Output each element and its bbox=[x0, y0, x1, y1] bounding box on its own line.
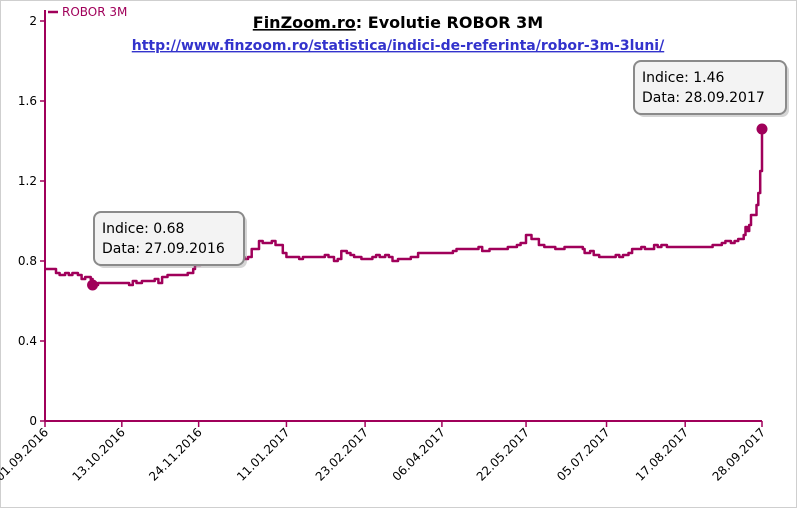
legend: ROBOR 3M bbox=[48, 5, 127, 19]
x-tick-label: 05.07.2017 bbox=[554, 425, 612, 483]
tooltip-line-date: Data: 27.09.2016 bbox=[102, 241, 225, 257]
y-tick-label: 2 bbox=[29, 14, 37, 28]
x-tick-label: 24.11.2016 bbox=[146, 425, 204, 483]
y-tick-label: 0.4 bbox=[18, 334, 37, 348]
x-tick-label: 28.09.2017 bbox=[710, 425, 768, 483]
tooltip-line-date: Data: 28.09.2017 bbox=[642, 90, 765, 106]
series-line-robor-3m bbox=[45, 129, 764, 287]
source-url-link[interactable]: http://www.finzoom.ro/statistica/indici-… bbox=[132, 38, 665, 54]
x-tick-label: 11.01.2017 bbox=[234, 425, 292, 483]
y-axis-ticks: 0 0.4 0.8 1.2 1.6 2 bbox=[18, 14, 45, 428]
tooltip-box bbox=[93, 211, 245, 266]
legend-label: ROBOR 3M bbox=[62, 5, 127, 19]
y-tick-label: 0.8 bbox=[18, 254, 37, 268]
x-tick-label: 01.09.2016 bbox=[0, 425, 51, 483]
x-tick-label: 17.08.2017 bbox=[633, 425, 691, 483]
x-tick-label: 23.02.2017 bbox=[313, 425, 371, 483]
title-site: FinZoom.ro bbox=[253, 13, 356, 32]
y-tick-label: 0 bbox=[29, 414, 37, 428]
x-tick-label: 06.04.2017 bbox=[390, 425, 448, 483]
tooltip-line-value: Indice: 1.46 bbox=[642, 70, 725, 86]
point-marker-last[interactable] bbox=[756, 123, 768, 135]
title-rest: : Evolutie ROBOR 3M bbox=[356, 13, 543, 32]
tooltip-min: Indice: 0.68 Data: 27.09.2016 bbox=[93, 211, 247, 268]
tooltip-box bbox=[633, 60, 787, 115]
x-axis-ticks: 01.09.2016 13.10.2016 24.11.2016 11.01.2017… bbox=[0, 421, 768, 484]
chart-title: FinZoom.ro: Evolutie ROBOR 3M bbox=[253, 13, 543, 32]
tooltip-last: Indice: 1.46 Data: 28.09.2017 bbox=[633, 60, 789, 117]
y-tick-label: 1.6 bbox=[18, 94, 37, 108]
x-tick-label: 13.10.2016 bbox=[69, 425, 127, 483]
tooltip-line-value: Indice: 0.68 bbox=[102, 221, 184, 237]
y-tick-label: 1.2 bbox=[18, 174, 37, 188]
point-marker-min[interactable] bbox=[87, 279, 99, 291]
x-tick-label: 22.05.2017 bbox=[474, 425, 532, 483]
